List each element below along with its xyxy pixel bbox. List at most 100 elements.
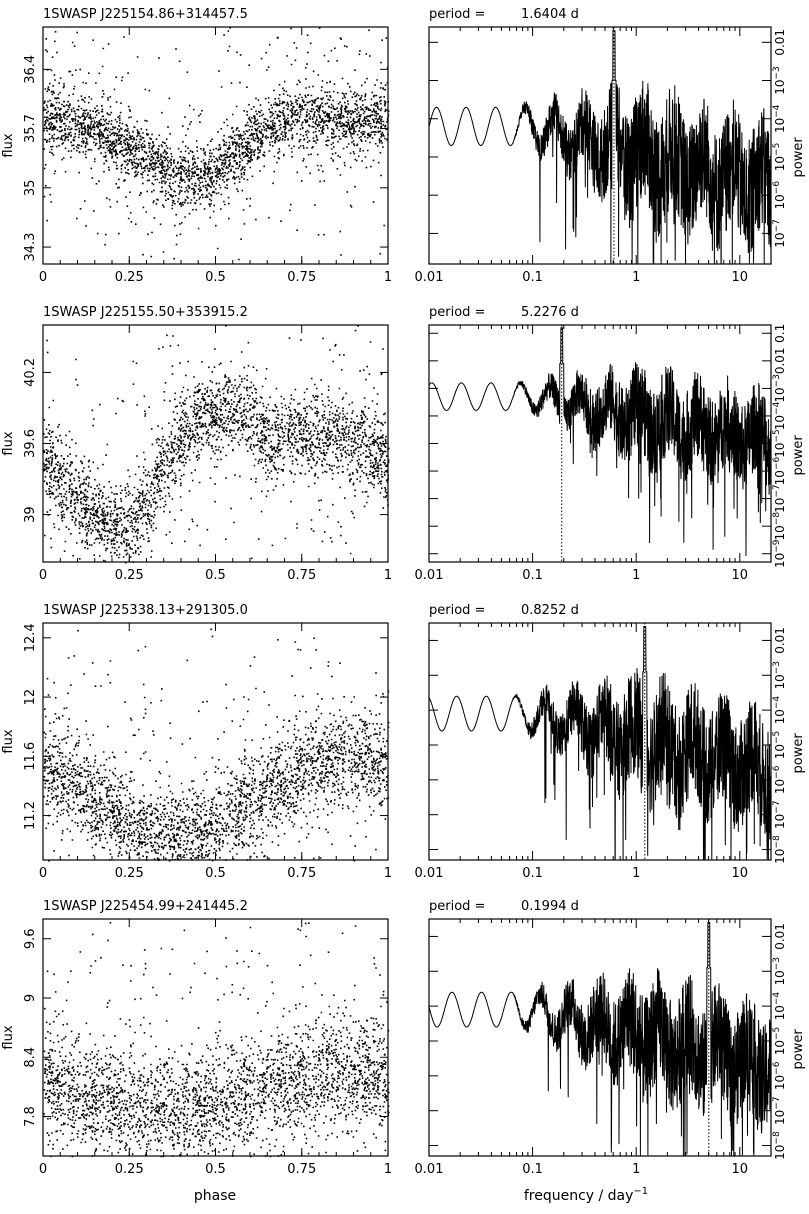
lightcurve-points bbox=[43, 628, 390, 862]
y-tick-label: 0.01 bbox=[773, 923, 787, 950]
y-tick-label: 0.01 bbox=[773, 347, 787, 374]
period-value: 0.1994 d bbox=[521, 899, 579, 914]
y-tick-label: 10−4 bbox=[772, 992, 787, 1021]
x-tick-label: 0.1 bbox=[522, 1162, 543, 1177]
lightcurve-points bbox=[43, 922, 390, 1158]
y-tick-label: 11.2 bbox=[23, 801, 38, 830]
y-tick-label: 10−5 bbox=[772, 1027, 787, 1056]
y-tick-label: 10−5 bbox=[772, 429, 787, 458]
period-label: period = bbox=[429, 899, 485, 914]
y-tick-label: 10−3 bbox=[772, 957, 787, 986]
x-tick-label: 0.75 bbox=[287, 270, 316, 285]
y-tick-label: 35 bbox=[23, 180, 38, 197]
lightcurve-dots bbox=[43, 628, 390, 862]
y-tick-label: 10−7 bbox=[772, 484, 787, 513]
x-tick-label: 0.01 bbox=[415, 568, 444, 583]
x-tick-label: 0.1 bbox=[522, 866, 543, 881]
y-tick-label: 10−8 bbox=[772, 512, 787, 541]
y-tick-label: 10−8 bbox=[772, 835, 787, 864]
y-tick-label: 10−8 bbox=[772, 1131, 787, 1160]
x-tick-label: 0 bbox=[39, 568, 47, 583]
periodogram-frame bbox=[428, 622, 772, 861]
x-axis-label-frequency: frequency / day−1 bbox=[524, 1186, 648, 1204]
y-tick-label: 10−5 bbox=[772, 143, 787, 172]
x-tick-label: 0 bbox=[39, 270, 47, 285]
periodogram-curve bbox=[428, 30, 772, 265]
x-tick-label: 10 bbox=[732, 568, 749, 583]
x-tick-label: 0.01 bbox=[415, 270, 444, 285]
y-tick-label: 10−4 bbox=[772, 401, 787, 430]
y-axis-label-power: power bbox=[791, 435, 806, 476]
x-tick-label: 1 bbox=[384, 866, 392, 881]
periodogram-curve bbox=[428, 922, 772, 1157]
period-value: 0.8252 d bbox=[521, 603, 579, 618]
x-tick-label: 1 bbox=[632, 568, 640, 583]
y-tick-label: 10−7 bbox=[772, 800, 787, 829]
y-tick-label: 12 bbox=[23, 689, 38, 706]
period-value: 1.6404 d bbox=[521, 7, 579, 22]
lightcurve-panel-3: 1SWASP J225338.13+291305.00 0.25 0.5 0.75 11… bbox=[1, 603, 392, 881]
x-tick-label: 0.25 bbox=[115, 568, 144, 583]
x-tick-label: 0.01 bbox=[415, 1162, 444, 1177]
x-tick-label: 0.01 bbox=[415, 866, 444, 881]
y-tick-label: 11.6 bbox=[23, 742, 38, 771]
y-tick-label: 36.4 bbox=[23, 55, 38, 84]
x-tick-label: 0.1 bbox=[522, 568, 543, 583]
y-axis-label-flux: flux bbox=[1, 1025, 16, 1049]
x-tick-label: 0.75 bbox=[287, 1162, 316, 1177]
x-tick-label: 0.25 bbox=[115, 866, 144, 881]
x-tick-label: 1 bbox=[632, 270, 640, 285]
lightcurve-title: 1SWASP J225338.13+291305.0 bbox=[43, 603, 248, 618]
y-tick-label: 10−3 bbox=[772, 374, 787, 403]
y-tick-label: 9 bbox=[23, 994, 38, 1002]
y-tick-label: 7.8 bbox=[23, 1106, 38, 1127]
x-tick-label: 0 bbox=[39, 1162, 47, 1177]
y-tick-label: 40.2 bbox=[23, 358, 38, 387]
x-tick-label: 1 bbox=[632, 1162, 640, 1177]
x-tick-label: 0.75 bbox=[287, 866, 316, 881]
x-tick-label: 0.5 bbox=[205, 1162, 226, 1177]
periodogram-panel-3: period = 0.8252 d 0.01 0.1 1 10 10−8 10−7 10−6 10… bbox=[415, 603, 806, 881]
periodogram-frame bbox=[428, 26, 772, 265]
periodogram-panel-2: period = 5.2276 d0.01 0.1 1 1010−910−810−710… bbox=[415, 305, 806, 583]
y-tick-label: 10−3 bbox=[772, 66, 787, 95]
x-tick-label: 0.5 bbox=[205, 568, 226, 583]
y-tick-label: 0.01 bbox=[773, 627, 787, 654]
y-tick-label: 10−9 bbox=[772, 539, 787, 568]
periodogram-frame bbox=[428, 918, 772, 1157]
lightcurve-title: 1SWASP J225154.86+314457.5 bbox=[43, 7, 248, 22]
y-axis-label-power: power bbox=[791, 137, 806, 178]
y-tick-label: 10−6 bbox=[772, 765, 787, 794]
y-axis-label-flux: flux bbox=[1, 729, 16, 753]
period-label: period = bbox=[429, 7, 485, 22]
y-tick-label: 10−7 bbox=[772, 1096, 787, 1125]
lightcurve-panel-1: 1SWASP J225154.86+314457.5 0 0.25 0.5 0.75 1 3… bbox=[1, 7, 392, 285]
y-tick-label: 10−4 bbox=[772, 696, 787, 725]
lightcurve-dots bbox=[43, 922, 390, 1158]
x-tick-label: 0.1 bbox=[522, 270, 543, 285]
period-label: period = bbox=[429, 305, 485, 320]
y-tick-label: 10−4 bbox=[772, 104, 787, 133]
y-tick-label: 10−6 bbox=[772, 1061, 787, 1090]
x-tick-label: 1 bbox=[384, 270, 392, 285]
periodogram-curve bbox=[428, 327, 772, 556]
periodogram-panel-1: period = 1.6404 d 0.01 0.1 1 10 10−7 10−6 10−5 10… bbox=[415, 7, 806, 285]
x-tick-label: 0.75 bbox=[287, 568, 316, 583]
y-tick-label: 39.6 bbox=[23, 429, 38, 458]
y-tick-label: 10−5 bbox=[772, 731, 787, 760]
periodogram-panel-4: period = 0.1994 d 0.01 0.1 1 10 10−8 10−7 10−6 10… bbox=[415, 899, 806, 1177]
y-tick-label: 10−6 bbox=[772, 181, 787, 210]
y-axis-label-power: power bbox=[791, 733, 806, 774]
y-tick-label: 10−6 bbox=[772, 457, 787, 486]
lightcurve-points bbox=[43, 325, 390, 564]
period-label: period = bbox=[429, 603, 485, 618]
y-tick-label: 12.4 bbox=[23, 623, 38, 652]
y-tick-label: 8.4 bbox=[23, 1047, 38, 1068]
x-tick-label: 10 bbox=[732, 1162, 749, 1177]
x-tick-label: 0.25 bbox=[115, 270, 144, 285]
y-tick-label: 0.1 bbox=[773, 324, 787, 343]
periodogram-curve bbox=[428, 626, 772, 861]
lightcurve-dots bbox=[43, 325, 390, 564]
x-tick-label: 1 bbox=[632, 866, 640, 881]
